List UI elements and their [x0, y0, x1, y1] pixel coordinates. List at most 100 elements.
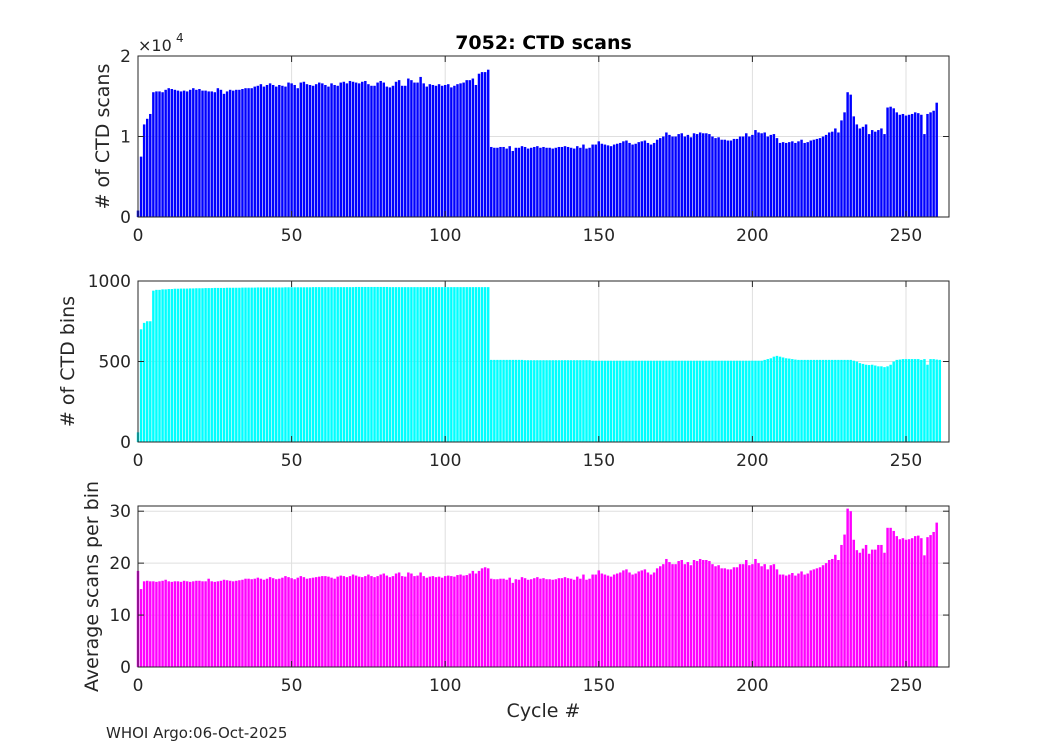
bar [726, 569, 730, 667]
bar [533, 146, 536, 217]
bar [772, 564, 776, 667]
bar [569, 578, 573, 667]
bar [781, 574, 785, 667]
bar [625, 140, 628, 217]
x-tick-label: 0 [133, 226, 144, 246]
bar [296, 88, 299, 217]
bar [741, 564, 745, 667]
bar [572, 148, 576, 217]
y-tick-label: 0 [120, 208, 131, 228]
bar [333, 578, 336, 667]
bar [173, 581, 177, 667]
bar [548, 579, 551, 667]
bar [397, 287, 401, 442]
bar [649, 574, 653, 667]
bar [898, 539, 902, 667]
bar [852, 116, 855, 218]
y-tick-label: 10 [109, 606, 131, 626]
bar [216, 88, 220, 217]
bar [483, 287, 487, 442]
bar [588, 360, 591, 442]
bar [926, 364, 929, 442]
bar [268, 577, 272, 667]
bar [486, 568, 490, 667]
bar [827, 132, 831, 217]
bar [232, 90, 235, 217]
x-tick-label: 200 [736, 226, 768, 246]
bar [149, 581, 152, 667]
bar [465, 287, 468, 442]
bar [689, 360, 693, 442]
bar [889, 527, 892, 667]
bar [225, 287, 229, 442]
bar [275, 287, 278, 442]
y-axis-label: # of CTD scans [92, 64, 114, 210]
bar [708, 360, 711, 442]
bar [210, 581, 213, 667]
bar [204, 288, 207, 442]
exponent-label: ×10 [138, 36, 172, 55]
bar [364, 286, 367, 442]
bar [262, 86, 266, 217]
bar [920, 359, 923, 442]
bar [815, 359, 819, 442]
bar [668, 134, 671, 217]
bar [490, 146, 493, 217]
bar [643, 140, 647, 217]
bar [705, 133, 708, 217]
bar [499, 146, 502, 217]
chart-panel-ctd-bins: 0 50 100 150 200 250 0 500 1000 # of CTD bins [57, 272, 950, 471]
bar [465, 575, 468, 667]
bar [302, 577, 306, 667]
bar [330, 287, 333, 442]
bar [560, 360, 564, 442]
bar [459, 574, 462, 667]
bar [720, 568, 723, 667]
bar [207, 578, 210, 667]
bar [646, 572, 650, 667]
bar [330, 83, 333, 218]
bar [566, 360, 570, 442]
bar [185, 288, 189, 442]
bar [686, 360, 690, 442]
bar [247, 88, 250, 217]
bar [803, 359, 806, 442]
bar [763, 132, 766, 217]
bar [250, 88, 253, 217]
bar [471, 78, 475, 217]
bar [265, 84, 269, 217]
bar [394, 81, 398, 217]
bar [557, 360, 561, 442]
bar [932, 110, 935, 217]
bar [797, 573, 800, 667]
bar [391, 576, 395, 667]
bar [290, 287, 293, 442]
bar [637, 142, 640, 217]
bar [582, 144, 585, 217]
bar [628, 360, 631, 442]
bar [474, 573, 478, 667]
bar [486, 287, 490, 442]
bar [674, 564, 677, 667]
bar [640, 570, 644, 667]
bar [686, 134, 690, 217]
bar [594, 574, 597, 667]
bar [680, 133, 683, 217]
bar [874, 365, 877, 442]
bar [732, 567, 736, 667]
bar [665, 558, 668, 667]
bar [342, 81, 346, 217]
bar [490, 578, 493, 667]
bar [428, 84, 432, 218]
bar [778, 142, 782, 217]
bar [188, 89, 192, 217]
bar [800, 139, 803, 217]
bar [440, 287, 444, 442]
bar [511, 150, 515, 217]
bar [548, 360, 551, 442]
bar [431, 84, 435, 217]
bar [576, 360, 579, 442]
bar [284, 576, 287, 667]
bar [198, 89, 201, 217]
